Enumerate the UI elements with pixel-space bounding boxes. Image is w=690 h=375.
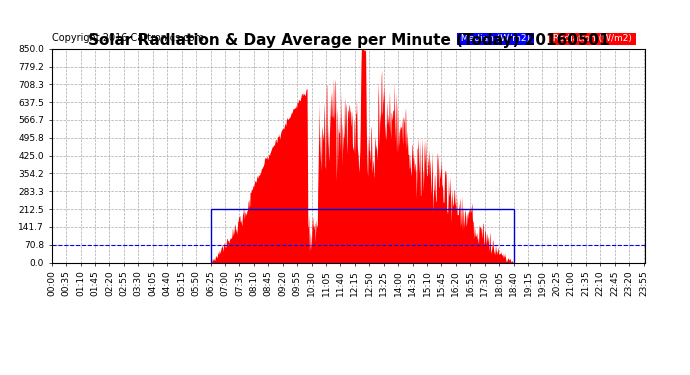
Title: Solar Radiation & Day Average per Minute (Today) 20160501: Solar Radiation & Day Average per Minute… [88, 33, 609, 48]
Text: Median (W/m2): Median (W/m2) [458, 34, 533, 44]
Text: Copyright 2016 Cartronics.com: Copyright 2016 Cartronics.com [52, 33, 204, 44]
Bar [210, 209, 513, 262]
Text: Radiation (W/m2): Radiation (W/m2) [550, 34, 635, 44]
